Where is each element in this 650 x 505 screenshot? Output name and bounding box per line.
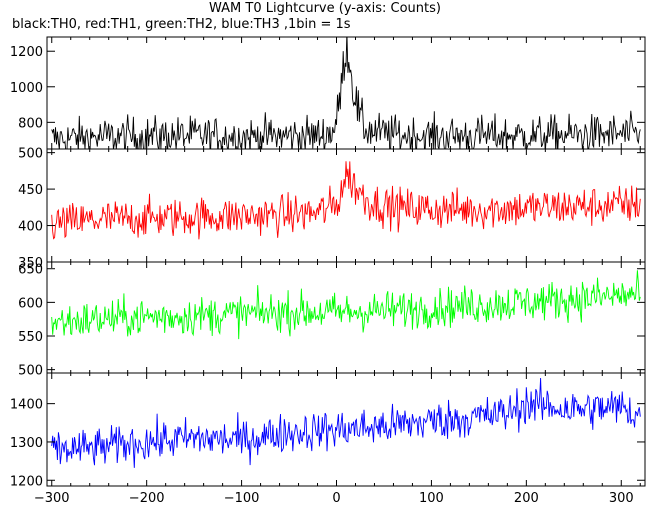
y-tick-label: 500 bbox=[18, 147, 43, 162]
y-tick-label: 500 bbox=[18, 364, 43, 379]
x-tick-label: −100 bbox=[224, 491, 260, 505]
page-title: WAM T0 Lightcurve (y-axis: Counts) bbox=[209, 1, 441, 16]
x-tick-label: −200 bbox=[129, 491, 165, 505]
series-TH1-line bbox=[51, 161, 641, 240]
y-tick-label: 1200 bbox=[10, 474, 43, 489]
y-tick-label: 550 bbox=[18, 330, 43, 345]
y-tick-label: 450 bbox=[18, 183, 43, 198]
y-tick-label: 600 bbox=[18, 296, 43, 311]
panel-4-frame bbox=[46, 372, 646, 487]
y-tick-label: 1300 bbox=[10, 436, 43, 451]
y-tick-label: 1200 bbox=[10, 45, 43, 60]
y-tick-label: 800 bbox=[18, 116, 43, 131]
x-tick-label: 0 bbox=[332, 491, 340, 505]
series-TH2-line bbox=[51, 270, 641, 340]
chart-legend-note: black:TH0, red:TH1, green:TH2, blue:TH3 … bbox=[12, 17, 351, 32]
x-tick-label: 100 bbox=[419, 491, 444, 505]
y-tick-label: 1400 bbox=[10, 398, 43, 413]
y-tick-label: 400 bbox=[18, 220, 43, 235]
x-tick-label: −300 bbox=[34, 491, 70, 505]
y-tick-label: 350 bbox=[18, 256, 43, 271]
series-TH0-line bbox=[51, 37, 641, 149]
y-tick-label: 1000 bbox=[10, 81, 43, 96]
series-TH3-line bbox=[51, 377, 641, 468]
x-tick-label: 200 bbox=[514, 491, 539, 505]
y-tick-label: 650 bbox=[18, 263, 43, 278]
x-tick-label: 300 bbox=[609, 491, 634, 505]
